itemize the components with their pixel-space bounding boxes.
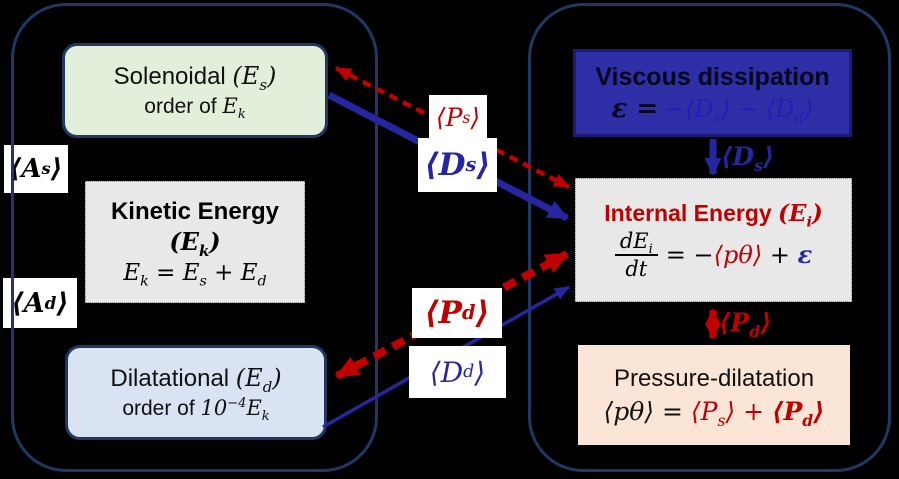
dEi-dt-fraction: dEi dt <box>614 229 658 281</box>
internal-energy-equation: dEi dt = − ⟨pθ⟩ + ε <box>614 229 812 281</box>
internal-energy-title: Internal Energy (Ei) <box>604 199 823 231</box>
internal-energy-box: Internal Energy (Ei) dEi dt = − ⟨pθ⟩ + ε <box>575 178 852 302</box>
solenoidal-order: order of Ek <box>144 94 246 123</box>
kinetic-energy-equation: Ek = Es + Ed <box>123 260 267 290</box>
internal-energy-panel <box>528 3 891 472</box>
ds-flux-label: ⟨D s ⟩ <box>418 138 497 192</box>
viscous-dissipation-equation: ε = −⟨Ds⟩ − ⟨Dd⟩ <box>611 93 814 127</box>
kinetic-energy-box: Kinetic Energy (Ek) Ek = Es + Ed <box>85 181 305 303</box>
dilatational-box: Dilatational (Ed) order of 10−4Ek <box>65 345 327 440</box>
pd-flux-label: ⟨P d ⟩ <box>412 288 502 338</box>
pd-internal-arrow-label: ⟨Pd⟩ <box>719 308 772 341</box>
kinetic-energy-panel <box>11 3 378 472</box>
dilatational-order: order of 10−4Ek <box>122 396 270 425</box>
kinetic-energy-symbol: (Ek) <box>169 227 221 260</box>
ds-internal-arrow-label: ⟨Ds⟩ <box>721 142 775 175</box>
dilatational-title: Dilatational (Ed) <box>110 364 282 396</box>
kinetic-energy-title: Kinetic Energy <box>110 198 280 225</box>
pressure-dilatation-title: Pressure-dilatation <box>613 364 815 392</box>
viscous-dissipation-title: Viscous dissipation <box>595 62 830 91</box>
dd-flux-label: ⟨D d ⟩ <box>409 346 506 398</box>
pressure-dilatation-equation: ⟨pθ⟩ = ⟨Ps⟩ + ⟨Pd⟩ <box>603 396 825 430</box>
advection-solenoidal-label: ⟨A s ⟩ <box>4 145 68 193</box>
pressure-dilatation-box: Pressure-dilatation ⟨pθ⟩ = ⟨Ps⟩ + ⟨Pd⟩ <box>578 345 850 445</box>
advection-dilatational-label: ⟨A d ⟩ <box>3 278 77 328</box>
solenoidal-box: Solenoidal (Es) order of Ek <box>62 43 328 138</box>
ps-flux-label: ⟨P s ⟩ <box>429 95 487 140</box>
viscous-dissipation-box: Viscous dissipation ε = −⟨Ds⟩ − ⟨Dd⟩ <box>573 49 852 137</box>
solenoidal-title: Solenoidal (Es) <box>113 62 277 94</box>
